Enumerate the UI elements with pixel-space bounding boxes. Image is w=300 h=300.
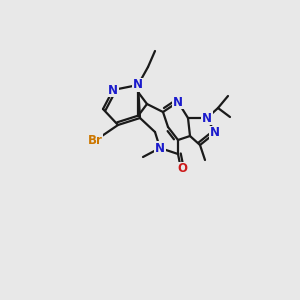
Text: N: N xyxy=(108,83,118,97)
Text: Br: Br xyxy=(88,134,102,146)
Text: N: N xyxy=(210,127,220,140)
Text: N: N xyxy=(173,95,183,109)
Text: N: N xyxy=(202,112,212,124)
Text: N: N xyxy=(133,79,143,92)
Text: N: N xyxy=(155,142,165,154)
Text: O: O xyxy=(177,163,187,176)
